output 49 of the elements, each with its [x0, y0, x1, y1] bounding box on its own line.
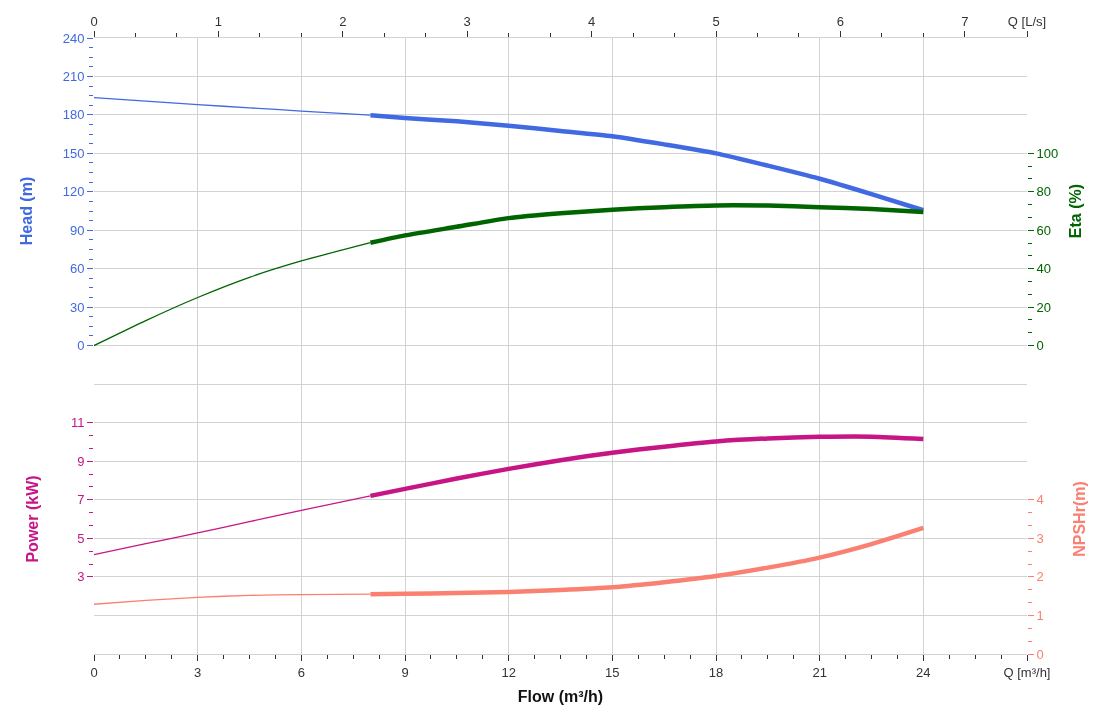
- y2-tick-label: 80: [1036, 184, 1052, 200]
- y2-tick-label: 4: [1036, 492, 1044, 508]
- x-tick-label: 6: [297, 664, 305, 680]
- y-tick-label: 9: [77, 453, 85, 469]
- x-tick-label: 12: [501, 664, 516, 680]
- x2-tick-label: 0: [90, 13, 98, 29]
- y2-tick-label: 3: [1036, 530, 1044, 546]
- x2-tick-label: 5: [712, 13, 720, 29]
- x2-tick-label: 3: [463, 13, 471, 29]
- x-tick-label: 24: [916, 664, 931, 680]
- x-tick-label: 9: [401, 664, 409, 680]
- y2-tick-label: 100: [1036, 145, 1059, 161]
- y-tick-label: 11: [70, 415, 85, 431]
- y-tick-label: 240: [62, 30, 85, 46]
- x-axis-title: Flow (m³/h): [517, 688, 604, 706]
- y-tick-label: 150: [62, 145, 85, 161]
- y2-axis-title: Eta (%): [1067, 183, 1084, 239]
- y-tick-label: 180: [62, 107, 85, 123]
- y-tick-label: 120: [62, 184, 85, 200]
- x2-tick-label: 4: [587, 13, 596, 29]
- y-tick-label: 30: [69, 299, 85, 315]
- y2-axis-title: NPSHr(m): [1070, 481, 1088, 557]
- y2-tick-label: 60: [1036, 222, 1052, 238]
- x2-tick-label: 1: [214, 13, 223, 29]
- x2-tick-label: 2: [339, 13, 347, 29]
- y-tick-label: 60: [69, 261, 85, 277]
- y2-tick-label: 1: [1036, 607, 1044, 623]
- y-tick-label: 7: [77, 492, 85, 508]
- y2-tick-label: 0: [1036, 338, 1044, 354]
- y-tick-label: 5: [77, 530, 85, 546]
- y2-tick-label: 40: [1036, 261, 1052, 277]
- y2-tick-label: 2: [1036, 569, 1044, 585]
- y-tick-label: 210: [62, 68, 85, 84]
- y2-tick-label: 0: [1036, 646, 1044, 662]
- y-tick-label: 0: [77, 338, 85, 354]
- x-tick-label: 18: [708, 664, 724, 680]
- x-tick-label: 15: [605, 664, 620, 680]
- y-tick-label: 3: [77, 569, 85, 585]
- y-tick-label: 90: [69, 222, 85, 238]
- y-axis-title: Power (kW): [23, 475, 41, 563]
- x-tick-label: 0: [90, 664, 98, 680]
- y2-tick-label: 20: [1036, 299, 1052, 315]
- y-axis-title: Head (m): [17, 176, 35, 246]
- x2-tick-label: 6: [836, 13, 845, 29]
- x2-tick-label: 7: [961, 13, 969, 29]
- x2-tick-label: Q [L/s]: [1007, 13, 1047, 29]
- x-tick-label: 21: [812, 664, 827, 680]
- x-tick-label: Q [m³/h]: [1003, 664, 1051, 680]
- x-tick-label: 3: [194, 664, 202, 680]
